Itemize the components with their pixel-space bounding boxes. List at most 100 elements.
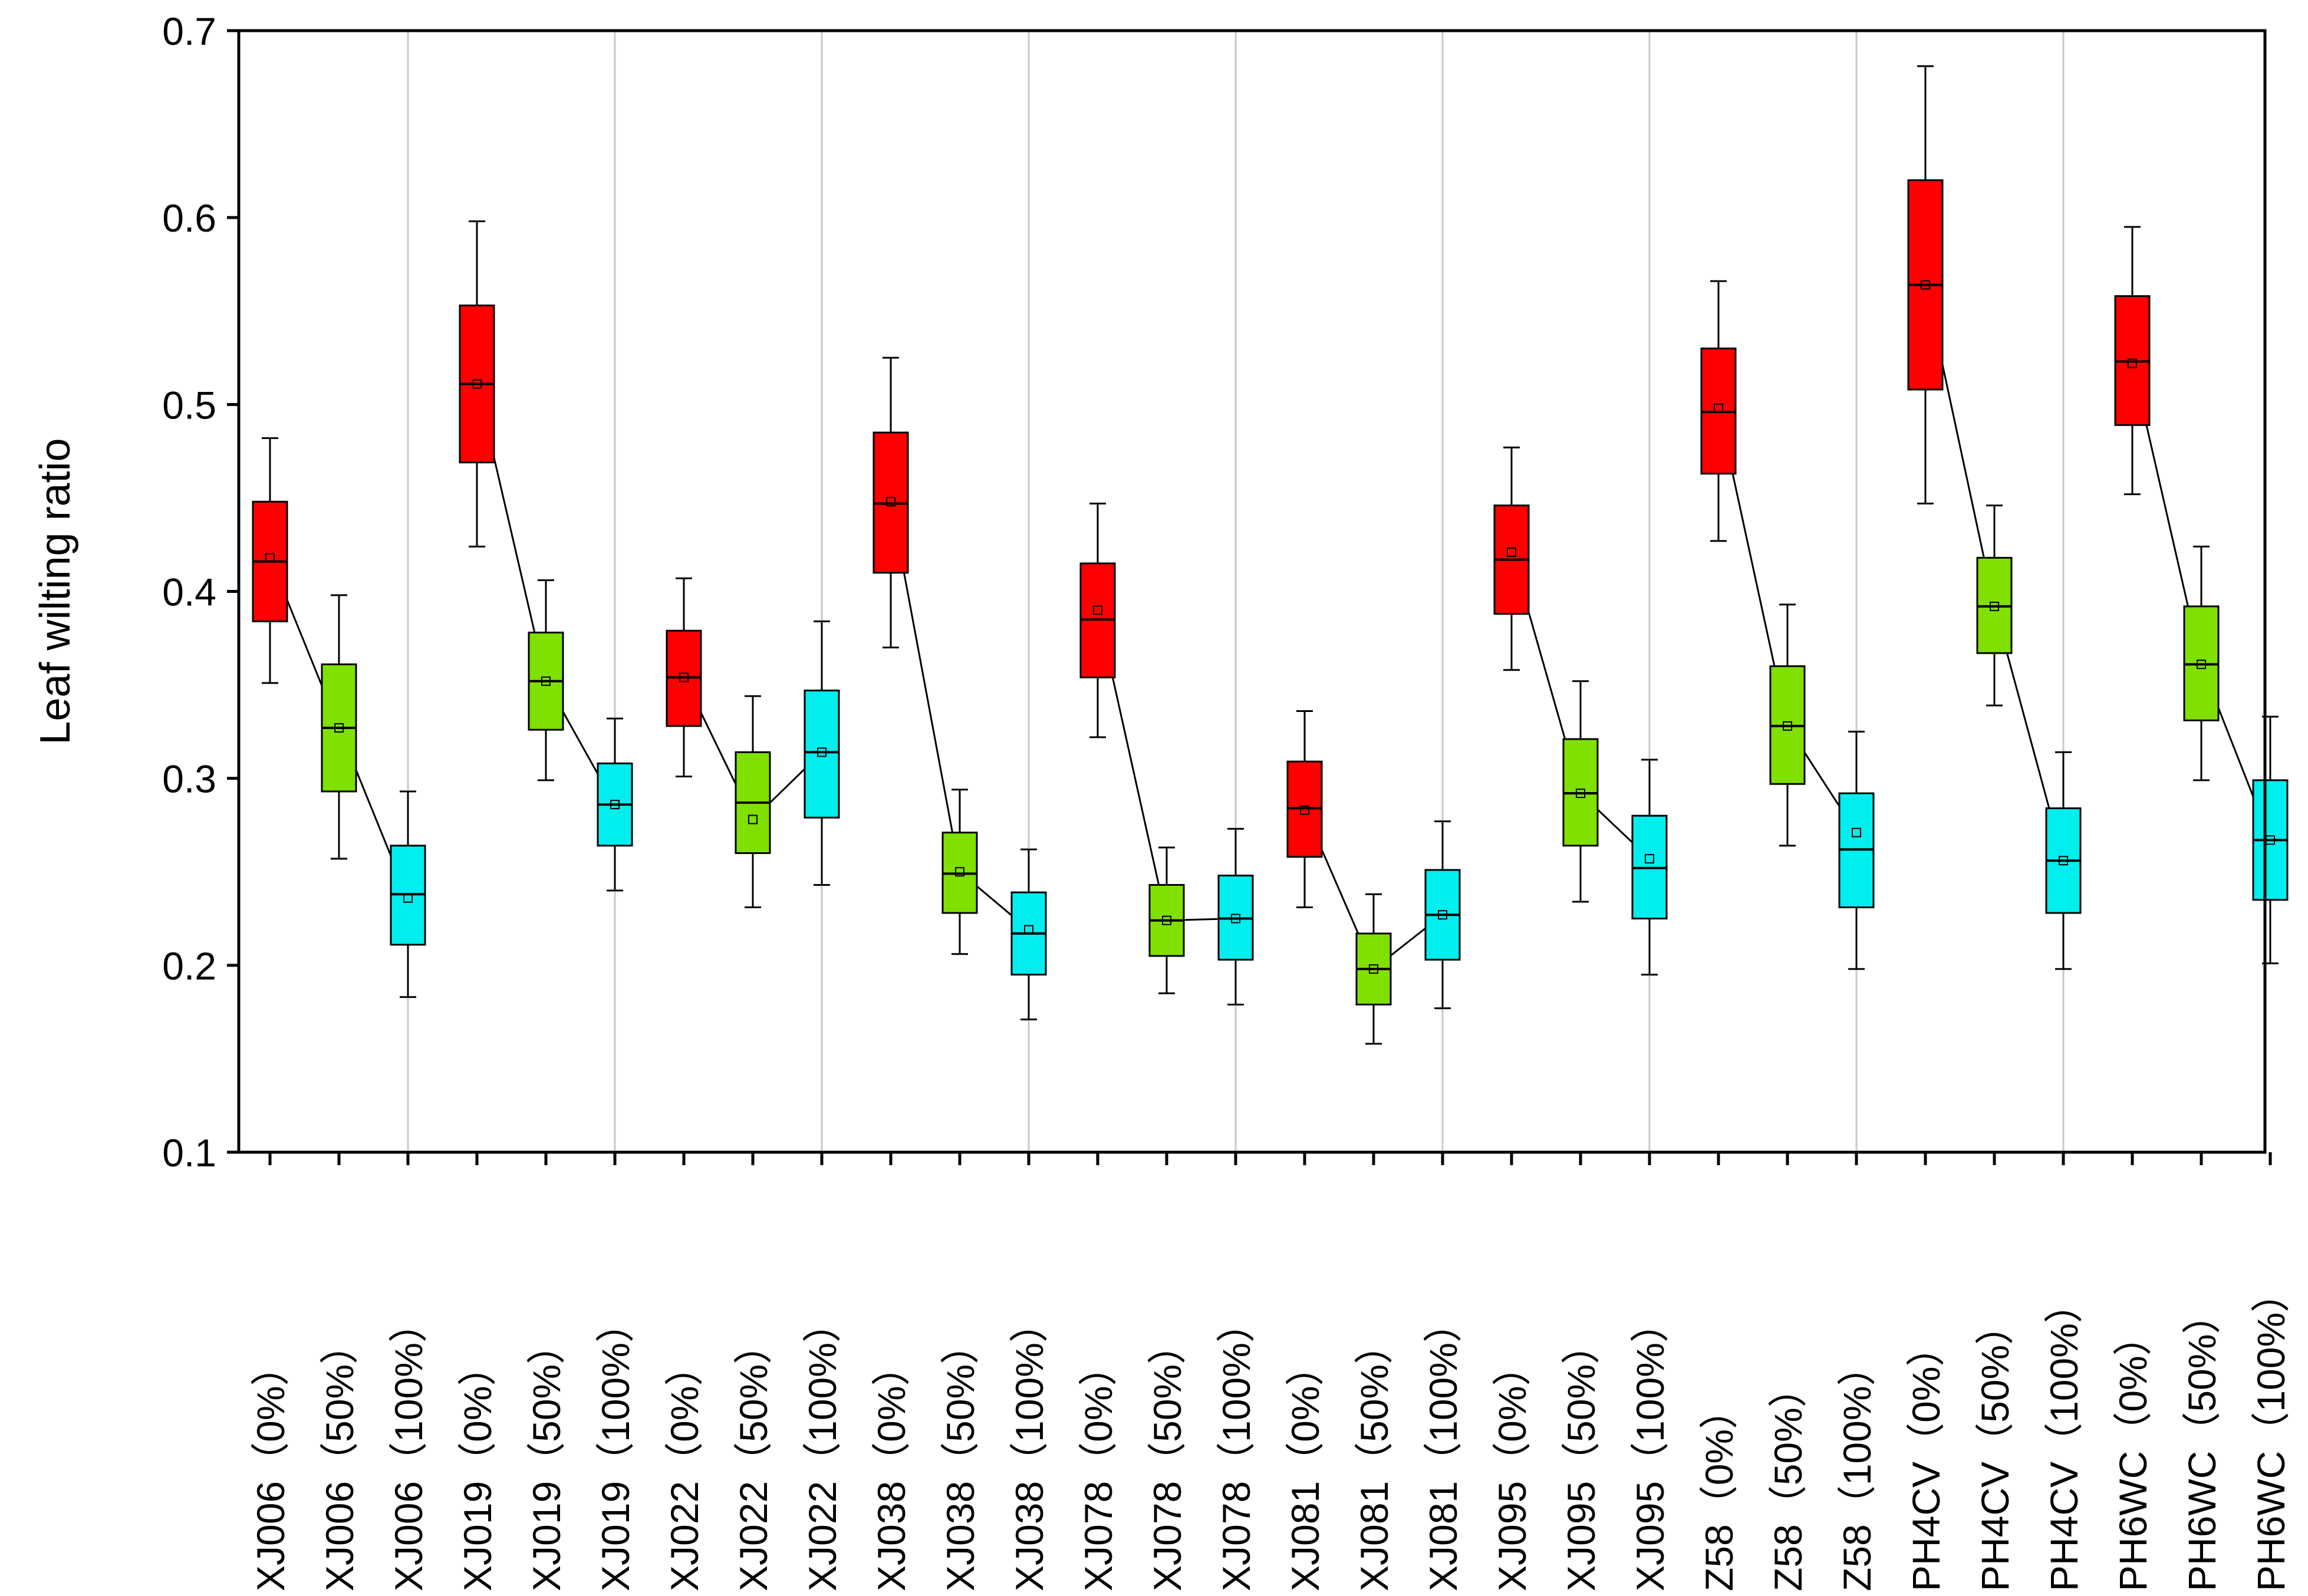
x-tick-label: XJ078（50%）: [1145, 1325, 1189, 1591]
x-tick-label: Z58（50%）: [1766, 1369, 1810, 1591]
mean-marker: [334, 723, 344, 733]
x-tick-label: XJ038（100%）: [1008, 1304, 1051, 1591]
mean-connector-lines: [269, 285, 2271, 971]
mean-marker: [748, 815, 758, 825]
mean-marker: [541, 676, 551, 686]
x-tick-label: XJ038（0%）: [870, 1347, 913, 1591]
mean-marker: [2059, 856, 2068, 866]
box-z58-50pct: [1769, 604, 1806, 847]
box-xj022-100pct: [804, 620, 840, 886]
mean-marker: [1990, 601, 1999, 611]
x-tick-label: PH4CV（50%）: [1973, 1306, 2017, 1591]
box-xj078-100pct: [1217, 827, 1254, 1005]
box-xj006-0pct: [252, 437, 288, 684]
mean-marker: [403, 893, 413, 903]
box-xj095-0pct: [1493, 446, 1530, 671]
box-xj038-0pct: [873, 357, 909, 649]
x-tick-label: XJ022（100%）: [801, 1304, 844, 1591]
y-tick-label: 0.5: [162, 383, 216, 427]
x-tick-label: XJ022（0%）: [663, 1347, 706, 1591]
x-tick-label: PH4CV（100%）: [2042, 1284, 2086, 1591]
box-ph6wc-100pct: [2252, 715, 2289, 965]
x-tick-label: XJ006（100%）: [387, 1304, 430, 1591]
x-tick-label: XJ006（50%）: [318, 1325, 361, 1591]
box-ph4cv-50pct: [1976, 504, 2013, 707]
x-tick-label: PH4CV（0%）: [1904, 1328, 1948, 1591]
x-tick-label: PH6WC（0%）: [2111, 1317, 2155, 1591]
x-tick-label: XJ078（100%）: [1214, 1304, 1258, 1591]
vertical-grid-lines: [407, 31, 2065, 1152]
x-tick-label: Z58（0%）: [1697, 1390, 1741, 1591]
mean-marker: [610, 800, 620, 810]
mean-marker: [2197, 659, 2206, 670]
mean-marker: [1162, 915, 1171, 925]
box-xj019-50pct: [528, 579, 564, 781]
box-xj038-100pct: [1010, 848, 1047, 1021]
mean-marker: [2128, 358, 2137, 368]
y-tick-label: 0.4: [162, 571, 216, 614]
x-tick-label: PH6WC（100%）: [2249, 1274, 2293, 1591]
mean-marker: [1714, 403, 1723, 413]
box-ph6wc-50pct: [2183, 545, 2220, 781]
box-xj038-50pct: [941, 789, 978, 955]
mean-marker: [1921, 280, 1930, 290]
box-z58-0pct: [1700, 280, 1737, 542]
box-xj019-0pct: [459, 220, 495, 548]
x-tick-label: XJ081（0%）: [1283, 1347, 1327, 1591]
mean-marker: [1438, 910, 1447, 920]
box-ph4cv-0pct: [1907, 65, 1944, 504]
mean-marker: [1024, 925, 1033, 935]
y-tick-label: 0.1: [162, 1131, 216, 1175]
mean-marker: [1645, 854, 1654, 864]
x-tick-label: XJ019（100%）: [594, 1304, 637, 1591]
mean-marker: [1369, 964, 1378, 974]
mean-marker: [817, 747, 827, 757]
x-tick-label: Z58（100%）: [1835, 1347, 1879, 1591]
x-tick-label: XJ019（0%）: [456, 1347, 499, 1591]
x-tick-label: XJ095（50%）: [1559, 1325, 1603, 1591]
y-tick-label: 0.2: [162, 944, 216, 988]
box-body: [804, 690, 840, 819]
mean-marker: [1576, 789, 1585, 799]
y-axis: 0.1 0.2 0.3 0.4 0.5 0.6 0.7: [162, 9, 239, 1175]
y-axis-title: Leaf wilting ratio: [32, 438, 79, 744]
mean-marker: [265, 553, 275, 563]
mean-marker: [1300, 805, 1309, 815]
mean-marker: [1507, 547, 1516, 557]
x-tick-label: XJ078（0%）: [1076, 1347, 1120, 1591]
box-xj095-50pct: [1562, 680, 1599, 903]
x-tick-label: XJ038（50%）: [939, 1325, 982, 1591]
mean-marker: [679, 672, 689, 682]
box-xj081-100pct: [1424, 820, 1461, 1010]
x-tick-label: XJ081（50%）: [1352, 1325, 1396, 1591]
box-xj022-0pct: [666, 577, 702, 777]
box-xj081-50pct: [1355, 893, 1392, 1045]
box-xj095-100pct: [1631, 759, 1668, 976]
x-tick-label: XJ095（100%）: [1628, 1304, 1672, 1591]
box-xj006-50pct: [321, 594, 357, 860]
x-tick-label: XJ081（100%）: [1421, 1304, 1465, 1591]
box-series: [252, 65, 2289, 1045]
box-ph4cv-100pct: [2045, 751, 2082, 970]
x-axis: XJ006（0%） XJ006（50%） XJ006（100%） XJ019（0%） X…: [249, 1152, 2293, 1591]
mean-marker: [955, 867, 964, 877]
mean-marker: [1093, 605, 1102, 615]
x-tick-label: XJ022（50%）: [732, 1325, 775, 1591]
box-ph6wc-0pct: [2114, 226, 2151, 496]
box-xj006-100pct: [390, 790, 426, 998]
mean-marker: [1783, 721, 1792, 731]
y-tick-label: 0.6: [162, 196, 216, 240]
x-tick-label: XJ019（50%）: [525, 1325, 568, 1591]
y-tick-label: 0.3: [162, 757, 216, 801]
box-xj078-0pct: [1079, 502, 1116, 738]
plot-frame: [237, 29, 2267, 1154]
x-tick-label: PH6WC（50%）: [2180, 1295, 2224, 1591]
mean-marker: [886, 497, 895, 507]
box-xj078-50pct: [1148, 846, 1185, 994]
box-xj022-50pct: [735, 695, 771, 909]
box-xj081-0pct: [1286, 710, 1323, 909]
mean-marker: [1852, 827, 1861, 837]
box-xj019-100pct: [597, 717, 633, 892]
x-tick-label: XJ006（0%）: [249, 1347, 292, 1591]
mean-marker: [1231, 914, 1240, 924]
